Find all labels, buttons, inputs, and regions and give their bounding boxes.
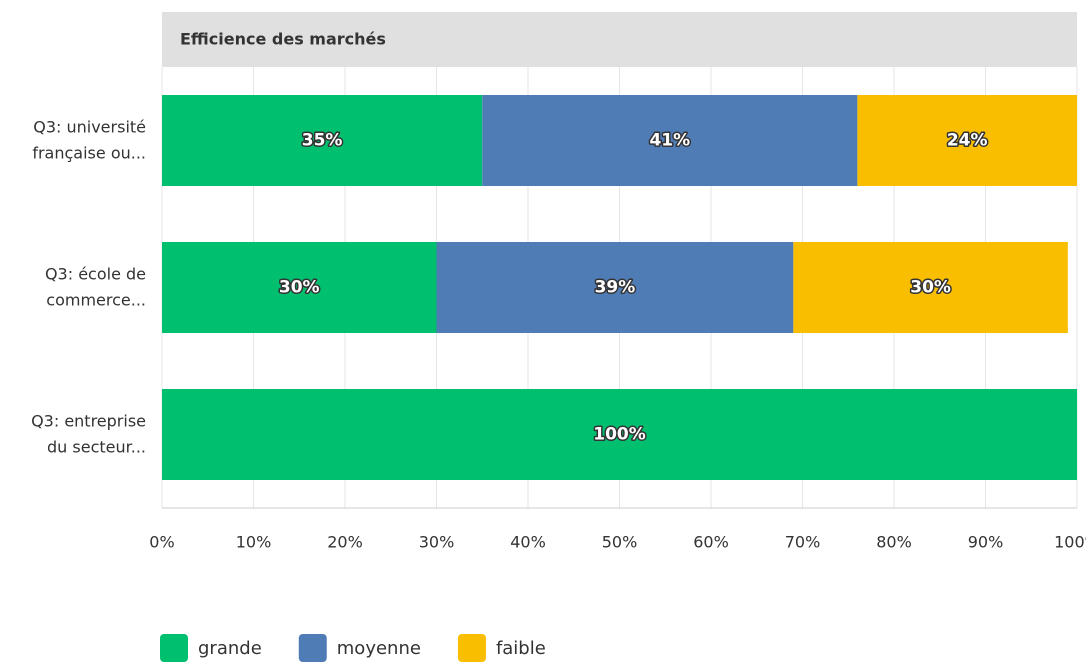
x-tick-label: 50% bbox=[602, 533, 638, 552]
legend-label: moyenne bbox=[337, 638, 421, 659]
value-label: 100% bbox=[593, 425, 646, 445]
x-tick-label: 0% bbox=[149, 533, 174, 552]
y-tick-line: commerce... bbox=[46, 290, 146, 309]
legend-swatch bbox=[298, 634, 327, 662]
legend-label: faible bbox=[496, 638, 546, 659]
bar-segment bbox=[793, 242, 1068, 333]
legend-swatch bbox=[160, 634, 188, 662]
x-tick-label: 60% bbox=[693, 533, 729, 552]
x-tick-label: 10% bbox=[236, 533, 272, 552]
value-label: 39% bbox=[595, 278, 636, 298]
bar-segment bbox=[436, 242, 794, 333]
legend-label: grande bbox=[198, 638, 262, 659]
bar-segment bbox=[482, 95, 858, 186]
header-band bbox=[162, 12, 1077, 67]
bar-segment bbox=[162, 389, 1077, 480]
y-tick-line: Q3: école de bbox=[45, 264, 146, 283]
x-tick-label: 20% bbox=[327, 533, 363, 552]
x-tick-label: 40% bbox=[510, 533, 546, 552]
y-tick-line: Q3: université bbox=[33, 117, 146, 136]
chart-title: Efficience des marchés bbox=[180, 30, 386, 49]
bar-segment bbox=[162, 95, 483, 186]
x-tick-label: 30% bbox=[419, 533, 455, 552]
value-label: 30% bbox=[279, 278, 320, 298]
value-label: 30% bbox=[910, 278, 951, 298]
y-tick-label: Q3: université française ou... bbox=[32, 117, 146, 162]
value-label: 35% bbox=[302, 131, 343, 151]
legend-swatch bbox=[457, 634, 486, 662]
value-label: 24% bbox=[947, 131, 988, 151]
y-tick-label: Q3: école de commerce... bbox=[45, 264, 146, 309]
x-tick-label: 90% bbox=[968, 533, 1004, 552]
x-tick-label: 100% bbox=[1054, 533, 1086, 552]
y-tick-label: Q3: entreprise du secteur... bbox=[31, 411, 146, 456]
y-tick-line: française ou... bbox=[32, 143, 146, 162]
bar-segment bbox=[857, 95, 1077, 186]
y-tick-line: Q3: entreprise bbox=[31, 411, 146, 430]
bar-segment bbox=[162, 242, 437, 333]
x-tick-label: 70% bbox=[785, 533, 821, 552]
x-tick-label: 80% bbox=[876, 533, 912, 552]
value-label: 41% bbox=[649, 131, 690, 151]
y-tick-line: du secteur... bbox=[47, 437, 146, 456]
